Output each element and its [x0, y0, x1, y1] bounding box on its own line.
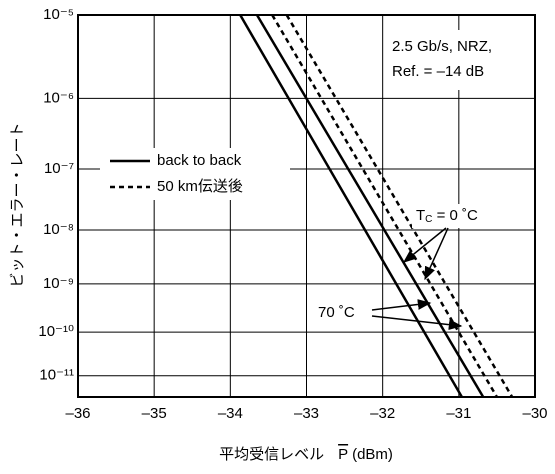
x-label-symbol: P	[338, 446, 348, 463]
label-bg	[412, 204, 520, 228]
arrow	[402, 227, 447, 263]
y-tick-label: 10⁻⁶	[43, 89, 74, 106]
label-bg	[314, 302, 370, 324]
arrow	[371, 315, 463, 331]
x-tick-label: –33	[294, 405, 319, 422]
x-tick-label: –32	[370, 405, 395, 422]
y-tick-label: 10⁻⁵	[43, 6, 74, 23]
x-axis-label: 平均受信レベル P (dBm)	[219, 446, 393, 463]
tc-main: T	[416, 207, 425, 224]
info-line: Ref. = –14 dB	[392, 63, 484, 80]
ber-curve	[271, 15, 498, 397]
info-box	[386, 30, 526, 90]
y-tick-label: 10⁻¹¹	[39, 367, 74, 384]
tc-rest: = 0 ˚C	[432, 207, 478, 224]
info-line: 2.5 Gb/s, NRZ,	[392, 38, 492, 55]
arrow	[424, 227, 449, 281]
y-tick-label: 10⁻⁷	[44, 160, 74, 177]
x-tick-label: –35	[142, 405, 167, 422]
y-tick-label: 10⁻¹⁰	[38, 323, 74, 340]
legend-bg	[100, 148, 290, 200]
x-tick-label: –30	[522, 405, 547, 422]
ber-curve	[255, 15, 485, 397]
x-tick-label: –31	[446, 405, 471, 422]
x-tick-label: –36	[65, 405, 90, 422]
tc-label: TC = 0 ˚C	[416, 207, 478, 225]
y-axis-label: ビット・エラー・レート	[9, 122, 26, 287]
ber-curve	[285, 15, 514, 397]
legend-label: 50 km伝送後	[157, 178, 243, 195]
hot-label: 70 ˚C	[318, 304, 355, 321]
x-tick-label: –34	[218, 405, 243, 422]
x-label-main: 平均受信レベル	[219, 446, 324, 463]
y-tick-label: 10⁻⁹	[43, 275, 74, 292]
x-label-unit: (dBm)	[352, 446, 393, 463]
ber-curve	[239, 15, 463, 397]
tc-sub: C	[425, 214, 432, 225]
arrow	[371, 299, 432, 311]
plot-frame	[77, 14, 536, 398]
legend-label: back to back	[157, 152, 242, 169]
y-tick-label: 10⁻⁸	[43, 221, 74, 238]
